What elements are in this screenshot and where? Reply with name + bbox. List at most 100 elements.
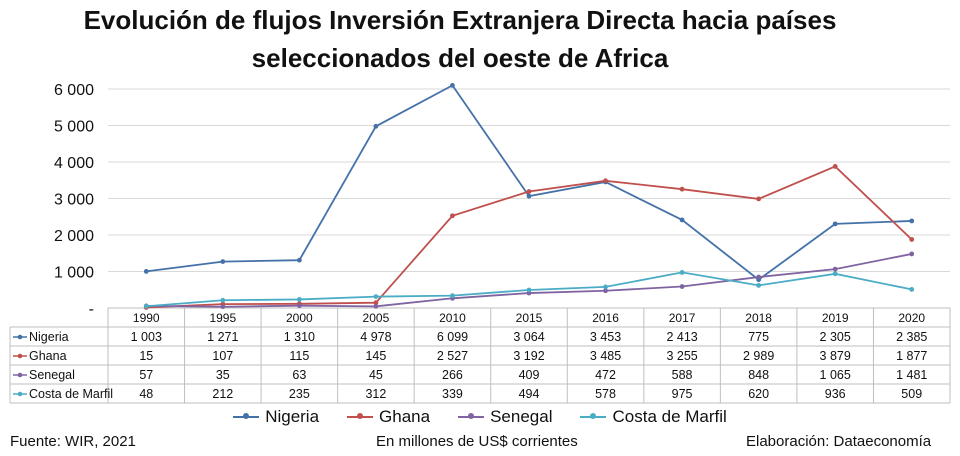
table-value-cell: 2 989	[743, 349, 774, 363]
table-value-cell: 588	[672, 368, 693, 382]
data-point	[909, 237, 915, 242]
table-value-cell: 975	[672, 387, 693, 401]
x-category-label: 2017	[669, 311, 696, 325]
data-point	[832, 221, 838, 227]
data-point	[832, 266, 838, 272]
table-value-cell: 3 453	[590, 330, 621, 344]
legend-swatch	[580, 413, 607, 419]
table-value-cell: 936	[825, 387, 846, 401]
y-tick-label: 1 000	[54, 265, 94, 282]
table-value-cell: 312	[365, 387, 386, 401]
legend-label: Nigeria	[265, 407, 320, 426]
legend-item: Costa de Marfil	[580, 407, 727, 427]
legend-swatch	[233, 413, 260, 419]
y-tick-label: 4 000	[54, 155, 94, 172]
legend-item: Senegal	[458, 407, 552, 427]
table-value-cell: 1 065	[820, 368, 851, 382]
table-series-key-marker	[17, 334, 23, 340]
y-tick-label: 6 000	[54, 82, 94, 99]
data-point	[909, 251, 915, 257]
legend-item: Ghana	[347, 407, 430, 427]
table-value-cell: 2 413	[666, 330, 697, 344]
table-series-key-marker	[17, 372, 23, 378]
data-point	[450, 213, 455, 219]
data-point	[373, 123, 379, 129]
table-value-cell: 45	[369, 368, 383, 382]
table-series-key-marker	[17, 391, 23, 397]
x-category-label: 2018	[745, 311, 772, 325]
table-value-cell: 1 310	[284, 330, 315, 344]
chart-title-line-2: seleccionados del oeste de Africa	[251, 43, 669, 73]
table-value-cell: 63	[292, 368, 306, 382]
table-value-cell: 3 879	[820, 349, 851, 363]
table-value-cell: 115	[289, 349, 309, 363]
data-point	[526, 287, 532, 293]
series-line-ghana	[146, 165, 913, 309]
table-value-cell: 494	[519, 387, 540, 401]
table-value-cell: 48	[139, 387, 153, 401]
data-point	[220, 259, 226, 265]
chart-title-line-1: Evolución de flujos Inversión Extranjera…	[83, 5, 837, 35]
table-series-name: Costa de Marfil	[29, 387, 113, 401]
data-point	[909, 218, 915, 224]
data-point	[832, 271, 838, 277]
x-category-label: 1990	[133, 311, 160, 325]
legend-item: Nigeria	[233, 407, 319, 427]
table-value-cell: 509	[901, 387, 922, 401]
x-category-label: 2020	[898, 311, 925, 325]
units-note: En millones de US$ corrientes	[376, 433, 578, 450]
data-point	[679, 186, 685, 192]
credit-note: Elaboración: Dataeconomía	[746, 433, 932, 450]
table-value-cell: 848	[748, 368, 769, 382]
x-category-label: 2010	[439, 311, 466, 325]
table-series-name: Ghana	[29, 349, 67, 363]
table-value-cell: 3 192	[513, 349, 544, 363]
data-point	[679, 284, 685, 289]
chart-legend: Nigeria Ghana Senegal Costa de Marfil	[0, 407, 960, 427]
table-value-cell: 212	[212, 387, 233, 401]
table-value-cell: 620	[748, 387, 769, 401]
table-value-cell: 15	[139, 349, 153, 363]
legend-label: Ghana	[379, 407, 431, 426]
legend-swatch	[458, 413, 485, 419]
legend-label: Costa de Marfil	[612, 407, 727, 426]
table-value-cell: 578	[595, 387, 616, 401]
table-value-cell: 2 385	[896, 330, 927, 344]
data-point	[296, 303, 302, 309]
legend-label: Senegal	[490, 407, 553, 426]
legend-swatch	[347, 413, 374, 419]
table-value-cell: 107	[212, 349, 233, 363]
table-value-cell: 2 527	[437, 349, 468, 363]
table-value-cell: 235	[289, 387, 310, 401]
x-category-label: 1995	[209, 311, 236, 325]
table-value-cell: 266	[442, 368, 463, 382]
x-category-label: 2000	[286, 311, 313, 325]
data-point	[220, 304, 226, 310]
table-value-cell: 2 305	[820, 330, 851, 344]
data-point	[756, 274, 762, 280]
data-point	[450, 293, 455, 299]
data-point	[143, 268, 149, 274]
table-value-cell: 1 877	[896, 349, 927, 363]
x-category-label: 2015	[516, 311, 543, 325]
data-point	[679, 270, 685, 275]
table-value-cell: 4 978	[360, 330, 391, 344]
table-value-cell: 1 481	[896, 368, 927, 382]
data-point	[450, 82, 455, 88]
y-tick-label: -	[89, 301, 94, 318]
table-series-name: Senegal	[29, 368, 75, 382]
data-point	[143, 303, 149, 309]
table-value-cell: 6 099	[437, 330, 468, 344]
table-value-cell: 1 003	[131, 330, 162, 344]
table-value-cell: 57	[139, 368, 153, 382]
table-value-cell: 3 485	[590, 349, 621, 363]
data-point	[220, 297, 226, 303]
x-category-label: 2016	[592, 311, 619, 325]
data-point	[526, 189, 532, 194]
table-value-cell: 145	[365, 349, 386, 363]
data-point	[679, 217, 685, 223]
table-value-cell: 339	[442, 387, 463, 401]
table-series-key-marker	[17, 353, 23, 359]
x-category-label: 2005	[363, 311, 390, 325]
